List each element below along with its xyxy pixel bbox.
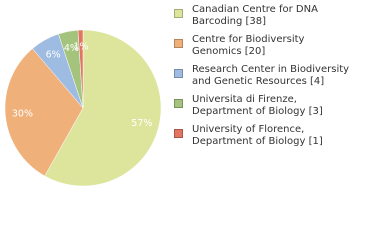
legend-label: Canadian Centre for DNA Barcoding [38]: [192, 4, 318, 27]
legend-item: Universita di Firenze, Department of Bio…: [172, 94, 372, 124]
legend-label: University of Florence, Department of Bi…: [192, 124, 323, 147]
pie-slice: [4, 48, 84, 177]
slice-label: 1%: [74, 42, 89, 53]
slice-label: 4%: [64, 43, 79, 54]
legend-label: Universita di Firenze, Department of Bio…: [192, 94, 323, 117]
legend-swatch: [174, 69, 183, 78]
legend-label: Research Center in Biodiversity and Gene…: [192, 64, 350, 87]
pie: 57% 30% 6%4%1%: [4, 29, 162, 187]
slice-label: 30%: [12, 108, 33, 119]
legend-item: Research Center in Biodiversity and Gene…: [172, 64, 372, 94]
slice-label: 6%: [46, 49, 61, 60]
legend-swatch: [174, 99, 183, 108]
legend-item: Centre for Biodiversity Genomics [20]: [172, 34, 372, 64]
slice-label: 57%: [131, 118, 152, 129]
legend-swatch: [174, 9, 183, 18]
legend-item: University of Florence, Department of Bi…: [172, 124, 372, 154]
legend-swatch: [174, 129, 183, 138]
pie-slice: [44, 29, 162, 187]
legend-label: Centre for Biodiversity Genomics [20]: [192, 34, 305, 57]
legend-swatch: [174, 39, 183, 48]
legend: Canadian Centre for DNA Barcoding [38] Ce…: [172, 4, 372, 154]
legend-item: Canadian Centre for DNA Barcoding [38]: [172, 4, 372, 34]
pie-slice: [77, 29, 84, 109]
